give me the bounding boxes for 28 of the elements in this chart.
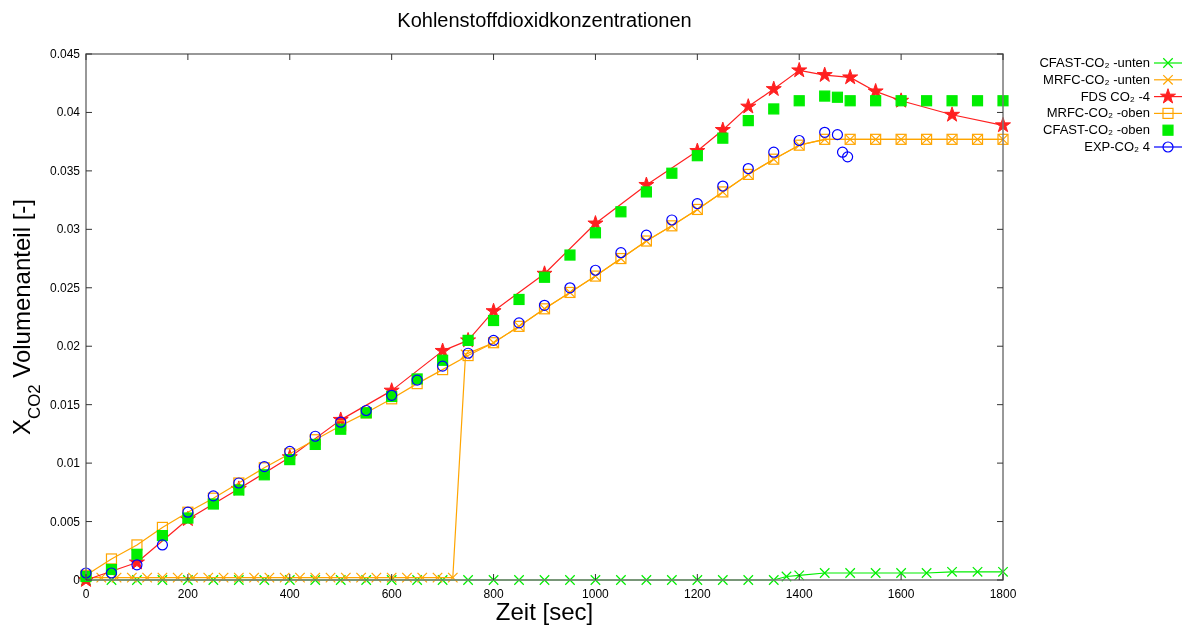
x-tick-label: 200 bbox=[177, 587, 199, 601]
x-tick-label: 1200 bbox=[683, 587, 711, 601]
x-tick-label: 1800 bbox=[989, 587, 1017, 601]
legend-label: FDS CO₂ -4 bbox=[1080, 88, 1150, 104]
y-tick-label: 0.035 bbox=[49, 163, 81, 178]
y-tick-label: 0.015 bbox=[49, 397, 81, 412]
x-tick-label: 400 bbox=[279, 587, 301, 601]
legend-label: MRFC-CO₂ -oben bbox=[1046, 105, 1150, 121]
legend-label: EXP-CO₂ 4 bbox=[1084, 139, 1150, 154]
x-tick-label: 1400 bbox=[785, 587, 813, 601]
y-tick-label: 0.025 bbox=[49, 280, 81, 295]
x-tick-label: 600 bbox=[381, 587, 402, 601]
y-tick-label: 0 bbox=[73, 573, 81, 587]
chart-title: Kohlenstoffdioxidkonzentrationen bbox=[397, 9, 692, 31]
x-tick-label: 0 bbox=[82, 587, 90, 601]
y-tick-label: 0.045 bbox=[49, 47, 81, 61]
y-tick-label: 0.04 bbox=[56, 105, 81, 120]
y-tick-label: 0.01 bbox=[56, 456, 81, 471]
y-tick-label: 0.005 bbox=[49, 514, 81, 529]
legend-label: MRFC-CO₂ -unten bbox=[1043, 71, 1150, 87]
y-tick-label: 0.02 bbox=[56, 339, 81, 354]
x-tick-label: 1600 bbox=[887, 587, 915, 601]
legend-label: CFAST-CO₂ -oben bbox=[1043, 122, 1150, 138]
x-tick-label: 800 bbox=[483, 587, 504, 601]
x-tick-label: 1000 bbox=[582, 587, 610, 601]
legend-label: CFAST-CO₂ -unten bbox=[1039, 55, 1150, 70]
x-axis-title: Zeit [sec] bbox=[495, 598, 594, 625]
y-tick-label: 0.03 bbox=[56, 222, 81, 237]
